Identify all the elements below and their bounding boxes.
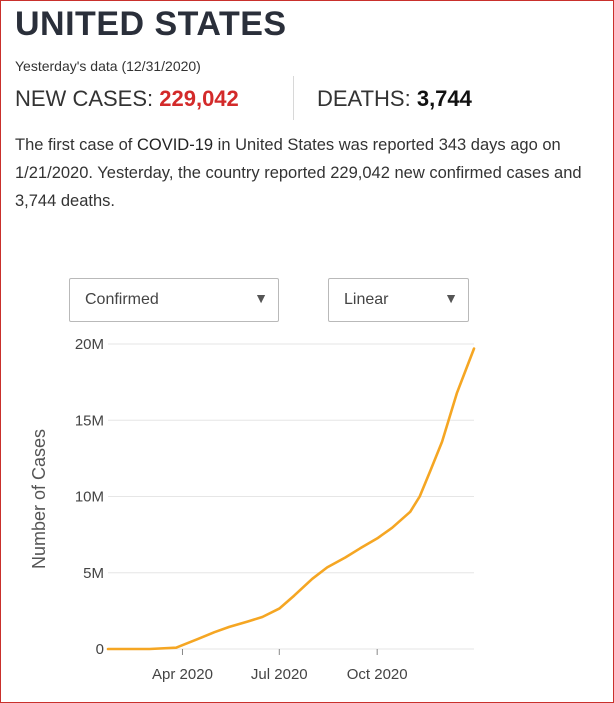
summary-text-1: The first case of xyxy=(15,136,137,154)
y-axis-title: Number of Cases xyxy=(29,429,49,569)
data-date: Yesterday's data (12/31/2020) xyxy=(15,58,201,74)
triangle-down-icon: ▼ xyxy=(444,290,458,306)
y-tick-label: 15M xyxy=(75,412,104,429)
y-tick-label: 0 xyxy=(96,641,104,658)
deaths-value: 3,744 xyxy=(416,86,472,111)
new-cases-value: 229,042 xyxy=(159,86,239,111)
deaths-stat: DEATHS: 3,744 xyxy=(317,86,472,112)
metric-select-value: Confirmed xyxy=(85,291,159,308)
y-tick-label: 10M xyxy=(75,489,104,506)
deaths-label: DEATHS: xyxy=(317,86,417,111)
x-axis: Apr 2020 Jul 2020 Oct 2020 xyxy=(152,649,408,683)
y-tick-label: 20M xyxy=(75,336,104,353)
chart-series xyxy=(106,347,476,651)
x-tick-label: Apr 2020 xyxy=(152,666,213,683)
scale-select[interactable]: Linear ▼ xyxy=(328,278,469,322)
cases-line-chart: Apr 2020 Jul 2020 Oct 2020 0 5M 10M 15M 20M Nu… xyxy=(29,336,476,683)
cases-series-line xyxy=(106,347,476,651)
y-axis: 0 5M 10M 15M 20M xyxy=(75,336,104,658)
scale-select-value: Linear xyxy=(344,291,389,308)
x-tick-label: Oct 2020 xyxy=(347,666,408,683)
stats-row: NEW CASES: 229,042 DEATHS: 3,744 xyxy=(15,76,605,120)
summary-disease-name: COVID-19 xyxy=(136,136,214,154)
summary-paragraph: The first case of COVID-19 in United Sta… xyxy=(15,131,605,215)
summary-text-2: in United States was reported 343 days a… xyxy=(15,136,582,210)
country-title: UNITED STATES xyxy=(15,5,287,43)
new-cases-stat: NEW CASES: 229,042 xyxy=(15,86,239,112)
new-cases-label: NEW CASES: xyxy=(15,86,160,111)
y-tick-label: 5M xyxy=(83,565,104,582)
triangle-down-icon: ▼ xyxy=(254,290,268,306)
stats-divider xyxy=(293,76,294,120)
x-tick-label: Jul 2020 xyxy=(251,666,308,683)
metric-select[interactable]: Confirmed ▼ xyxy=(69,278,279,322)
